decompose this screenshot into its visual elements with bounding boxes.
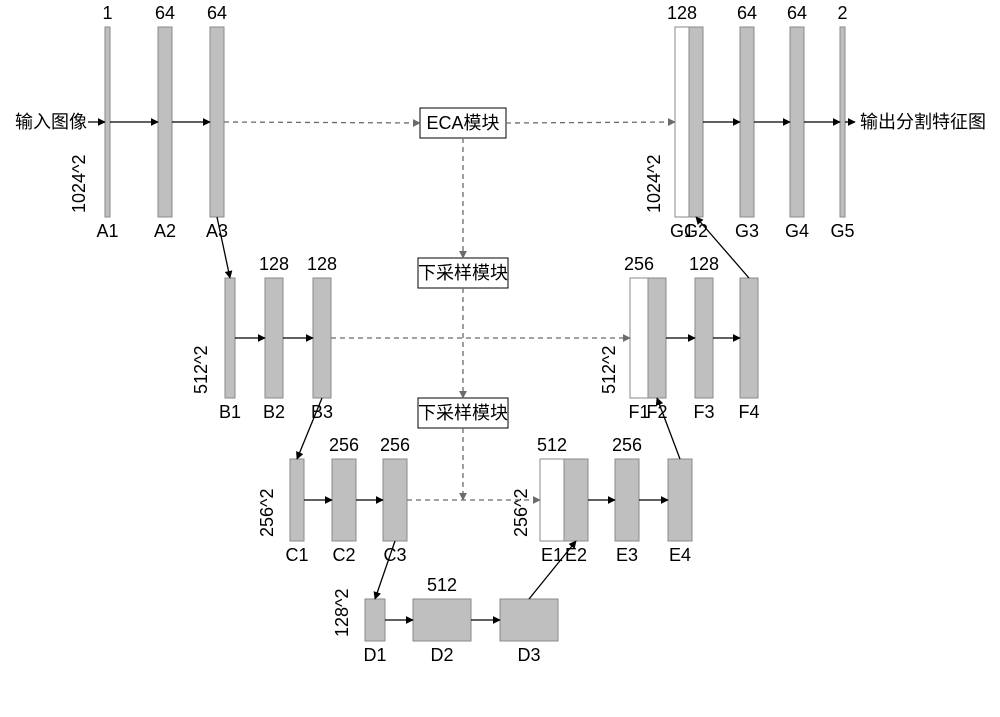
block-e1 [540, 459, 564, 541]
block-f4 [740, 278, 758, 398]
label-e3: E3 [616, 545, 638, 565]
arrow-b3-c1 [297, 398, 322, 459]
label-a2: A2 [154, 221, 176, 241]
block-g4 [790, 27, 804, 217]
label-g3: G3 [735, 221, 759, 241]
block-e4 [668, 459, 692, 541]
label-b1: B1 [219, 402, 241, 422]
channels-g1: 128 [667, 3, 697, 23]
label-d3: D3 [517, 645, 540, 665]
block-g5 [840, 27, 845, 217]
block-g1 [675, 27, 689, 217]
label-e2: E2 [565, 545, 587, 565]
block-f3 [695, 278, 713, 398]
block-a2 [158, 27, 172, 217]
block-f2 [648, 278, 666, 398]
dash-a3-eca [224, 122, 420, 123]
dim-d: 128^2 [332, 589, 352, 638]
block-e3 [615, 459, 639, 541]
label-f4: F4 [738, 402, 759, 422]
block-a1 [105, 27, 110, 217]
label-c3: C3 [383, 545, 406, 565]
channels-f1: 256 [624, 254, 654, 274]
dash-eca-g1 [506, 122, 675, 123]
block-g2 [689, 27, 703, 217]
block-b1 [225, 278, 235, 398]
channels-b2: 128 [259, 254, 289, 274]
dim-b: 512^2 [191, 346, 211, 395]
label-a3: A3 [206, 221, 228, 241]
label-b2: B2 [263, 402, 285, 422]
channels-a3: 64 [207, 3, 227, 23]
channels-g3: 64 [737, 3, 757, 23]
dim-g: 1024^2 [644, 155, 664, 214]
block-b2 [265, 278, 283, 398]
label-c1: C1 [285, 545, 308, 565]
block-c2 [332, 459, 356, 541]
channels-a2: 64 [155, 3, 175, 23]
label-b3: B3 [311, 402, 333, 422]
block-b3 [313, 278, 331, 398]
module-label-eca: ECA模块 [426, 113, 499, 133]
channels-e3: 256 [612, 435, 642, 455]
channels-c2: 256 [329, 435, 359, 455]
block-f1 [630, 278, 648, 398]
block-g3 [740, 27, 754, 217]
label-e4: E4 [669, 545, 691, 565]
channels-a1: 1 [102, 3, 112, 23]
label-g5: G5 [830, 221, 854, 241]
label-g2: G2 [684, 221, 708, 241]
label-d1: D1 [363, 645, 386, 665]
output-label: 输出分割特征图 [860, 112, 986, 132]
block-c3 [383, 459, 407, 541]
dim-c: 256^2 [257, 489, 277, 538]
block-d3 [500, 599, 558, 641]
block-e2 [564, 459, 588, 541]
channels-b3: 128 [307, 254, 337, 274]
label-d2: D2 [430, 645, 453, 665]
dim-a: 1024^2 [69, 155, 89, 214]
channels-f3: 128 [689, 254, 719, 274]
label-a1: A1 [96, 221, 118, 241]
module-label-ds2: 下采样模块 [418, 403, 508, 423]
label-f3: F3 [693, 402, 714, 422]
dim-f: 512^2 [599, 346, 619, 395]
channels-d2: 512 [427, 575, 457, 595]
block-d2 [413, 599, 471, 641]
channels-e1: 512 [537, 435, 567, 455]
channels-c3: 256 [380, 435, 410, 455]
input-label: 输入图像 [15, 112, 87, 132]
channels-g4: 64 [787, 3, 807, 23]
arrow-e4-f2 [657, 398, 680, 459]
label-c2: C2 [332, 545, 355, 565]
channels-g5: 2 [837, 3, 847, 23]
dim-e: 256^2 [511, 489, 531, 538]
block-d1 [365, 599, 385, 641]
block-c1 [290, 459, 304, 541]
module-label-ds1: 下采样模块 [418, 263, 508, 283]
block-a3 [210, 27, 224, 217]
label-g4: G4 [785, 221, 809, 241]
